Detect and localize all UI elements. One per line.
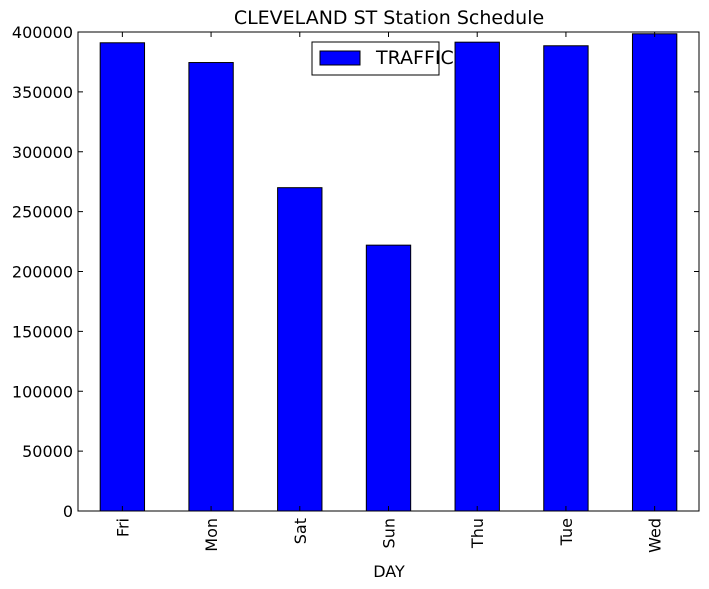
bar-sat [277,187,323,512]
bar-mon [188,62,234,512]
x-tick-label-mon: Mon [202,518,221,552]
y-tick-label: 250000 [12,203,73,222]
y-axis: 0 50000 100000 150000 200000 250000 300000 3500… [12,23,699,521]
bar-wed [631,33,678,512]
bar-thu [454,41,500,512]
x-tick-label-fri: Fri [113,518,132,537]
y-tick-label: 200000 [12,263,73,282]
x-tick-label-tue: Tue [557,518,576,546]
x-tick-label-thu: Thu [468,518,487,549]
x-tick-label-sun: Sun [380,518,399,548]
x-tick-label-wed: Wed [646,518,665,553]
y-tick-label: 0 [63,502,73,521]
bars-group [99,33,678,512]
y-tick-label: 300000 [12,143,73,162]
bar-fri [99,42,146,512]
y-tick-label: 350000 [12,83,73,102]
plot-frame [77,31,700,512]
legend: TRAFFIC [311,41,454,76]
legend-swatch [319,50,361,66]
bar-sun [365,244,412,512]
y-tick-label: 400000 [12,23,73,42]
x-axis: Fri Mon Sat Sun Thu Tue Wed [113,32,665,553]
x-tick-label-sat: Sat [291,518,310,544]
y-tick-label: 100000 [12,382,73,401]
chart-title: CLEVELAND ST Station Schedule [234,7,544,29]
x-axis-label: DAY [373,562,405,581]
y-tick-label: 150000 [12,322,73,341]
y-tick-label: 50000 [22,442,73,461]
bar-tue [543,45,589,512]
legend-label: TRAFFIC [375,47,454,69]
